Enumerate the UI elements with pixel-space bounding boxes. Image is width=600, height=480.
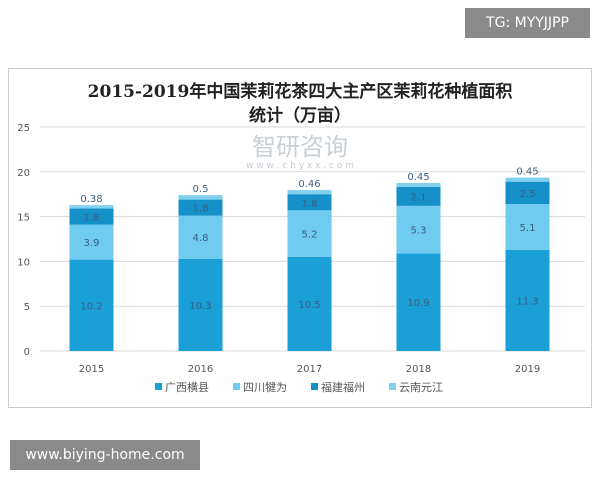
bar-segment xyxy=(505,181,550,205)
tg-tag: TG: MYYJJPP xyxy=(465,8,590,38)
legend-label: 福建福州 xyxy=(321,380,365,394)
bar-segment xyxy=(505,177,550,182)
bar-segment xyxy=(396,205,441,254)
data-label: 0.5 xyxy=(193,184,209,195)
legend-label: 广西横县 xyxy=(165,380,209,394)
bar-segment xyxy=(396,253,441,351)
y-tick-label: 5 xyxy=(24,302,30,313)
legend-label: 云南元江 xyxy=(399,381,443,394)
bar-segment xyxy=(505,249,550,351)
chart-title-line1: 2015-2019年中国茉莉花茶四大主产区茉莉花种植面积 xyxy=(87,82,513,102)
data-label: 1.8 xyxy=(84,213,100,224)
bar-segment xyxy=(69,208,114,225)
data-label: 10.9 xyxy=(407,298,429,309)
data-label: 10.5 xyxy=(298,300,320,311)
bar-segment xyxy=(178,195,223,200)
y-tick-label: 20 xyxy=(17,168,30,179)
x-tick-label: 2017 xyxy=(297,364,322,375)
bar-segment xyxy=(178,258,223,351)
chart-title: 2015-2019年中国茉莉花茶四大主产区茉莉花种植面积 统计（万亩） xyxy=(0,80,600,128)
data-label: 1.8 xyxy=(302,198,318,209)
bar-segment xyxy=(287,210,332,257)
data-label: 10.3 xyxy=(189,301,211,312)
watermark-logo: 智研咨询 xyxy=(252,133,348,161)
y-tick-label: 15 xyxy=(17,213,30,224)
data-label: 0.38 xyxy=(80,194,102,205)
x-tick-label: 2015 xyxy=(79,364,104,375)
y-tick-label: 0 xyxy=(24,347,30,358)
chart-title-line2: 统计（万亩） xyxy=(249,106,351,126)
data-label: 10.2 xyxy=(80,301,102,312)
bar-segment xyxy=(396,187,441,206)
x-tick-label: 2016 xyxy=(188,364,213,375)
data-label: 4.8 xyxy=(193,233,209,244)
data-label: 0.45 xyxy=(516,167,538,178)
legend-label: 四川犍为 xyxy=(243,381,287,394)
bar-segment xyxy=(287,194,332,211)
data-label: 2.1 xyxy=(411,192,427,203)
chart-frame xyxy=(8,68,592,408)
data-label: 2.5 xyxy=(520,189,536,200)
bar-segment xyxy=(69,259,114,351)
bar-segment xyxy=(69,224,114,260)
bar-segment xyxy=(287,256,332,351)
data-label: 0.45 xyxy=(407,172,429,183)
bar-segment xyxy=(178,199,223,216)
bar-segment xyxy=(505,204,550,250)
bar-segment xyxy=(287,190,332,195)
legend-swatch xyxy=(389,383,396,390)
data-label: 11.3 xyxy=(516,296,538,307)
y-tick-label: 10 xyxy=(17,257,30,268)
watermark-url: w w w . c h y x x . c o m xyxy=(246,161,354,171)
x-tick-label: 2018 xyxy=(406,364,431,375)
x-tick-label: 2019 xyxy=(515,364,540,375)
bar-segment xyxy=(396,183,441,188)
bar-segment xyxy=(69,205,114,209)
data-label: 5.1 xyxy=(520,223,536,234)
legend-swatch xyxy=(155,383,162,390)
site-tag: www.biying-home.com xyxy=(10,440,200,470)
legend-swatch xyxy=(233,383,240,390)
data-label: 5.2 xyxy=(302,230,318,241)
data-label: 3.9 xyxy=(84,238,100,249)
legend-swatch xyxy=(311,383,318,390)
data-label: 1.8 xyxy=(193,204,209,215)
y-tick-label: 25 xyxy=(17,123,30,134)
bar-segment xyxy=(178,215,223,259)
data-label: 0.46 xyxy=(298,179,320,190)
data-label: 5.3 xyxy=(411,226,427,237)
